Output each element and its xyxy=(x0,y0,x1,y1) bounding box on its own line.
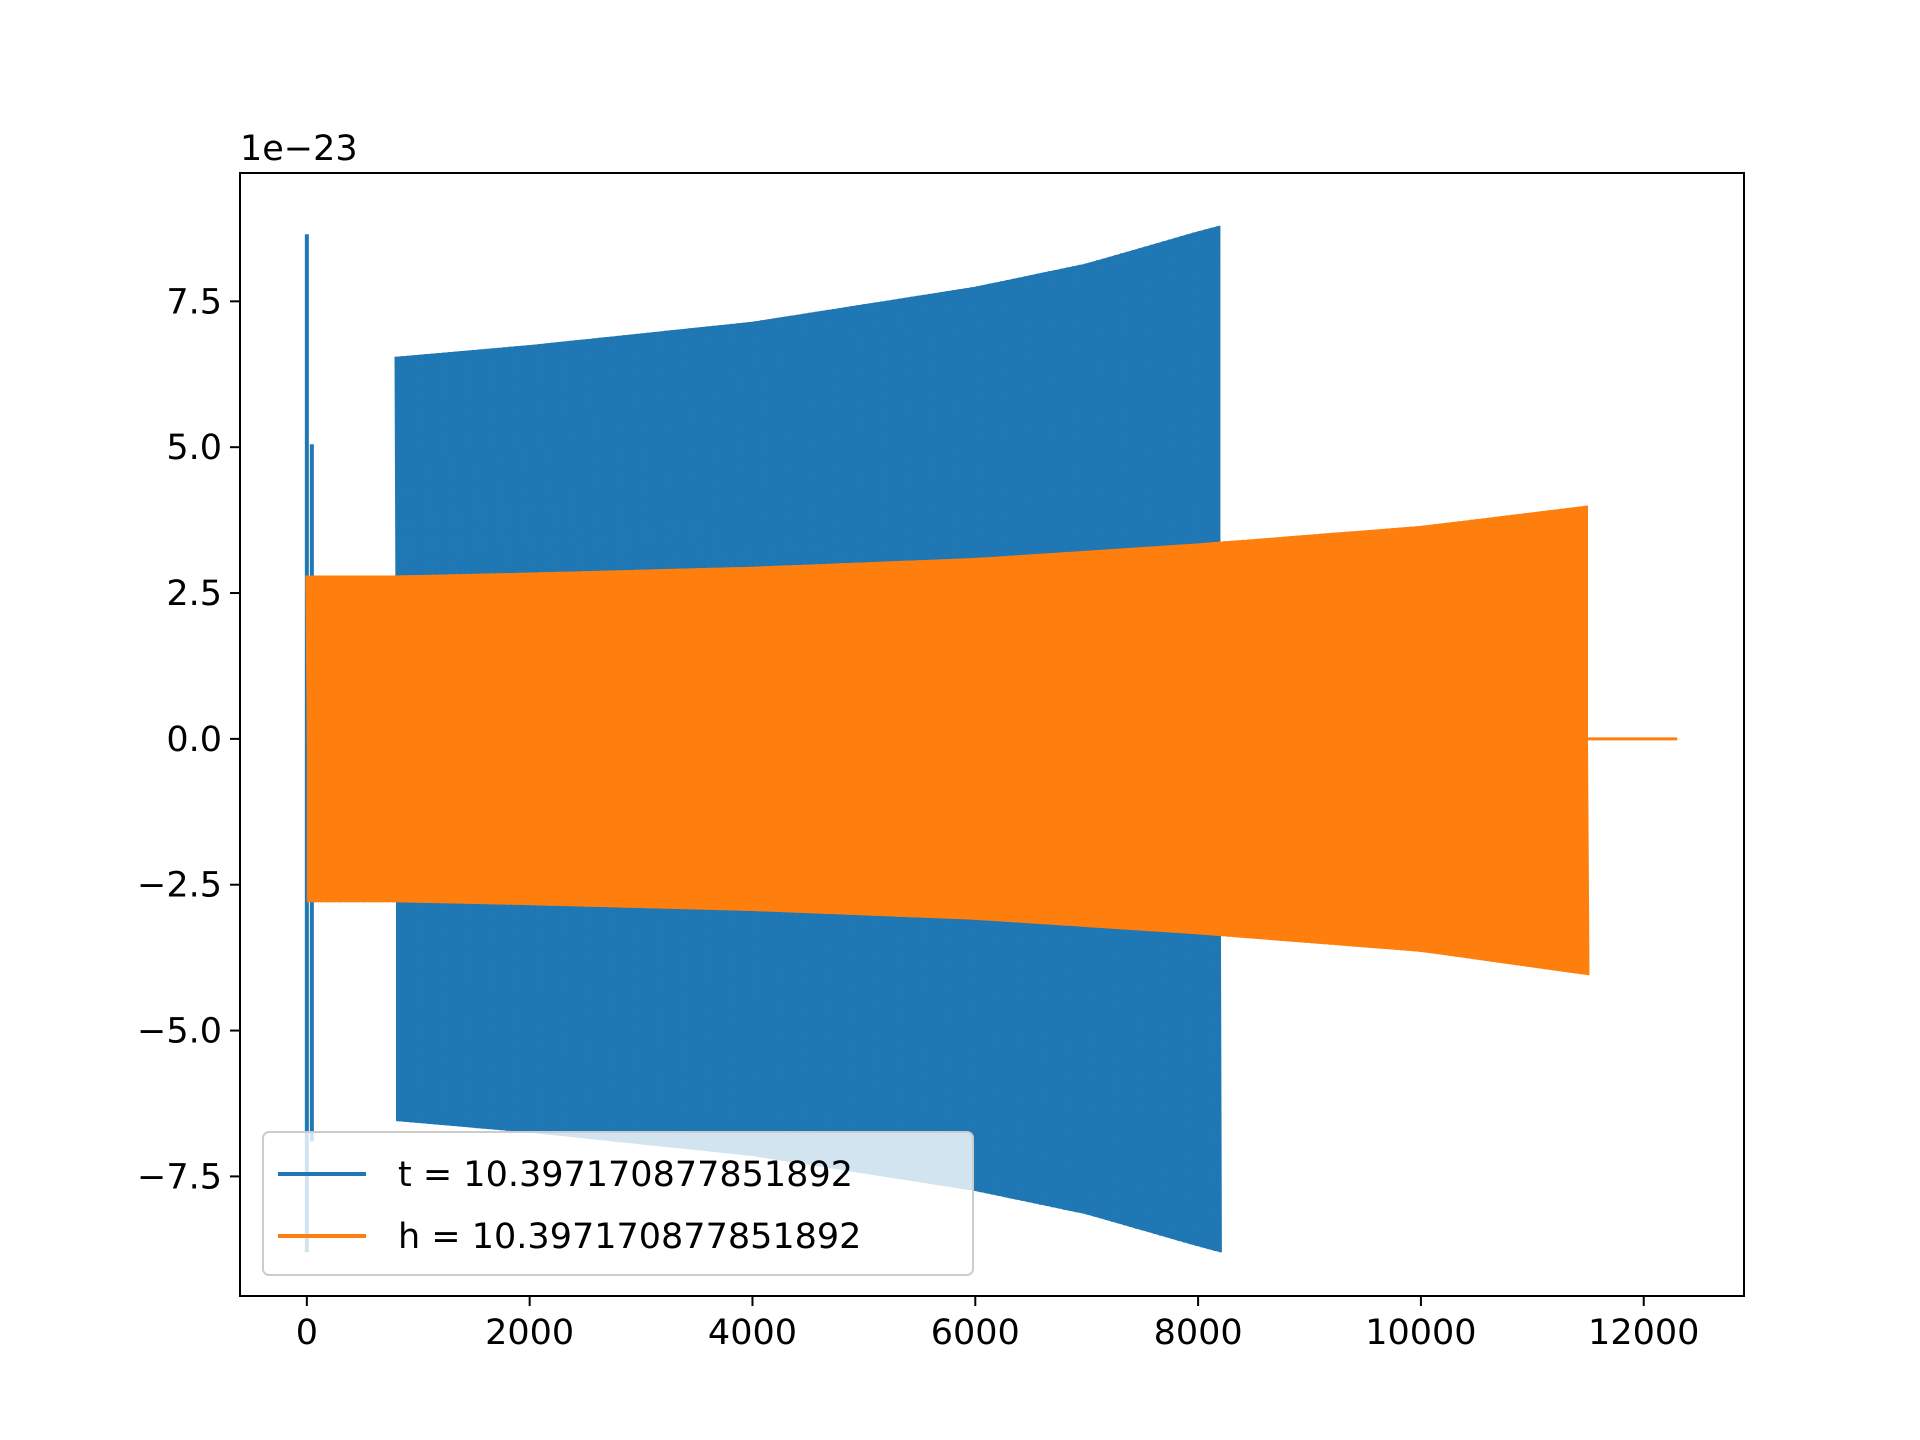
legend-label-0: t = 10.397170877851892 xyxy=(398,1155,853,1195)
x-tick-label-3: 6000 xyxy=(931,1313,1020,1353)
x-tick-label-5: 10000 xyxy=(1365,1313,1476,1353)
legend-box xyxy=(262,1131,974,1276)
y-tick-label-5: 5.0 xyxy=(166,428,222,468)
axes-frame xyxy=(239,172,1745,1297)
y-tick-label-6: 7.5 xyxy=(166,282,222,322)
plot-area xyxy=(304,225,1678,1253)
legend: t = 10.397170877851892 h = 10.39717087785… xyxy=(262,1131,974,1276)
y-tick-label-4: 2.5 xyxy=(166,574,222,614)
y-offset-label: 1e−23 xyxy=(240,129,358,169)
x-tick-label-6: 12000 xyxy=(1588,1313,1699,1353)
x-tick-label-0: 0 xyxy=(296,1313,318,1353)
y-tick-label-1: −5.0 xyxy=(137,1012,222,1052)
y-tick-label-2: −2.5 xyxy=(137,866,222,906)
x-tick-label-1: 2000 xyxy=(485,1313,574,1353)
legend-label-1: h = 10.397170877851892 xyxy=(398,1217,861,1257)
x-tick-label-2: 4000 xyxy=(708,1313,797,1353)
x-tick-label-4: 8000 xyxy=(1154,1313,1243,1353)
x-axis: 0 2000 4000 6000 8000 10000 12000 xyxy=(296,1296,1699,1353)
series-1 xyxy=(305,505,1678,976)
y-tick-label-3: 0.0 xyxy=(166,720,222,760)
series-1-wave xyxy=(305,505,1590,976)
y-tick-label-0: −7.5 xyxy=(137,1157,222,1197)
series-layer xyxy=(304,225,1678,1253)
y-axis: −7.5 −5.0 −2.5 0.0 2.5 5.0 7.5 xyxy=(137,282,240,1197)
